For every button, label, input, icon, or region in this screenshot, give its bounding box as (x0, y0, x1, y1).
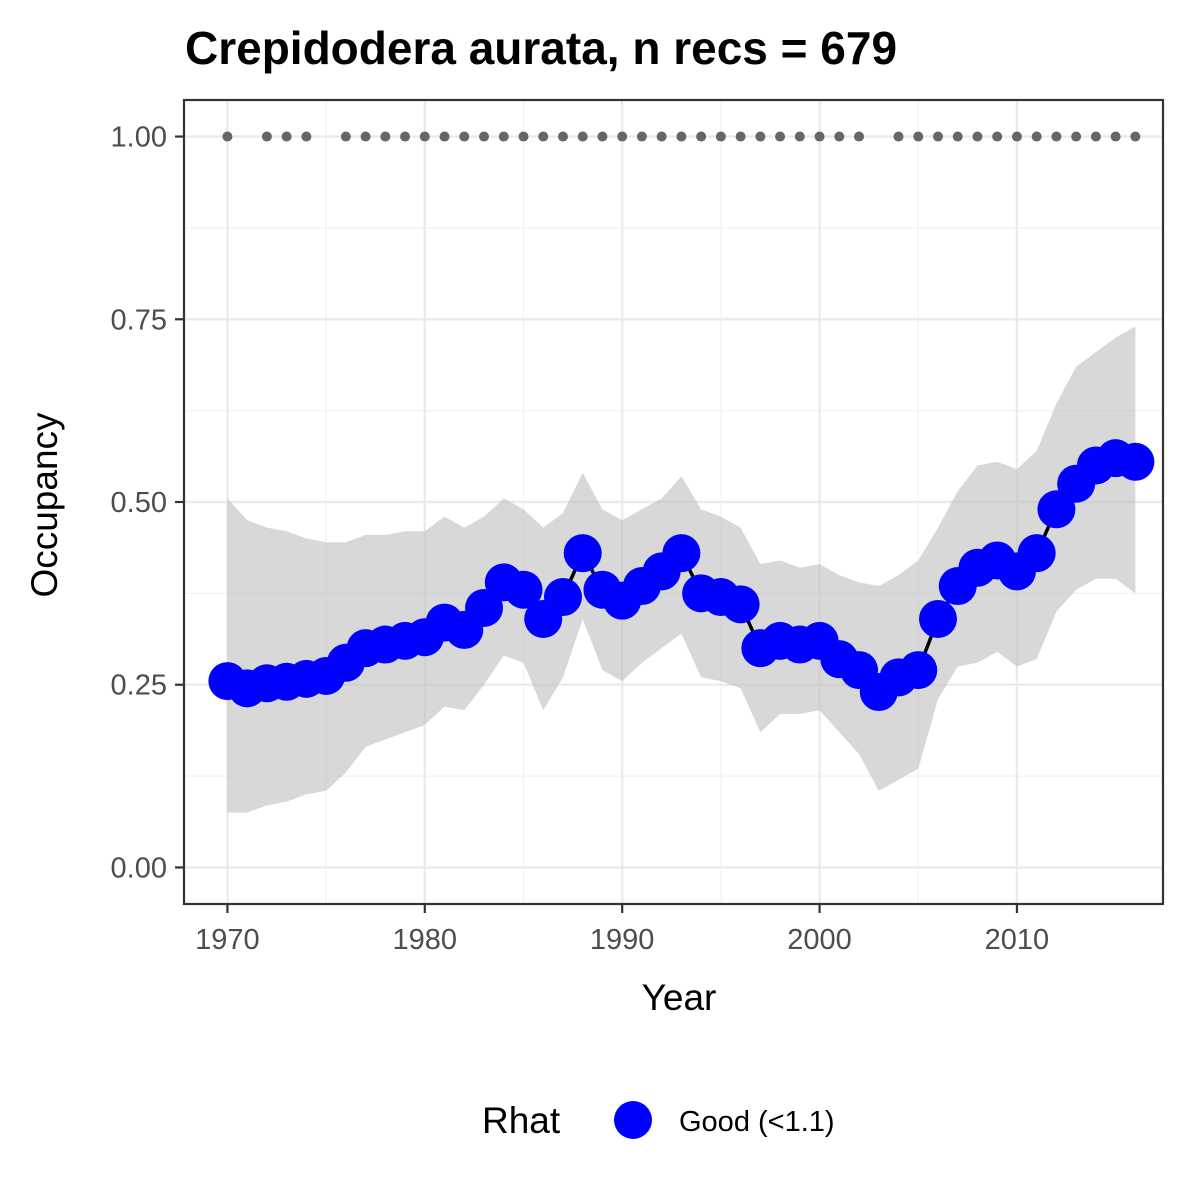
record-dot (814, 131, 825, 142)
occupancy-points-layer (208, 439, 1155, 712)
record-dot (1130, 131, 1141, 142)
record-dot (1031, 131, 1042, 142)
record-dot (636, 131, 647, 142)
record-dot (261, 131, 272, 142)
record-dot (893, 131, 904, 142)
x-axis-title: Year (642, 977, 717, 1018)
occupancy-point (465, 588, 504, 627)
record-dot (972, 131, 983, 142)
x-tick-label: 2000 (787, 924, 852, 956)
occupancy-point (721, 585, 760, 624)
record-dot (755, 131, 766, 142)
y-axis: 0.00 0.25 0.50 0.75 1.00 (111, 122, 184, 884)
y-tick-label: 0.50 (111, 487, 167, 519)
record-dot (617, 131, 628, 142)
record-dot (340, 131, 351, 142)
record-dot (479, 131, 490, 142)
record-dot (577, 131, 588, 142)
record-dot (222, 131, 233, 142)
record-dot (518, 131, 529, 142)
record-dot (735, 131, 746, 142)
occupancy-point (899, 651, 938, 690)
record-dot (281, 131, 292, 142)
record-dot (557, 131, 568, 142)
legend-label-good: Good (<1.1) (679, 1106, 835, 1138)
legend-key-good (614, 1101, 652, 1139)
record-dot (1090, 131, 1101, 142)
x-tick-label: 1990 (590, 924, 655, 956)
y-tick-label: 0.00 (111, 852, 167, 884)
record-dot (715, 131, 726, 142)
x-tick-label: 1980 (393, 924, 458, 956)
record-dot (932, 131, 943, 142)
y-axis-title: Occupancy (24, 412, 65, 598)
record-dot (439, 131, 450, 142)
record-dot (952, 131, 963, 142)
record-dot (1011, 131, 1022, 142)
y-tick-label: 1.00 (111, 122, 167, 154)
record-dot (1051, 131, 1062, 142)
x-axis: 1970 1980 1990 2000 2010 (195, 904, 1049, 956)
occupancy-point (662, 534, 701, 573)
occupancy-point (1116, 442, 1155, 481)
record-dot (854, 131, 865, 142)
occupancy-point (918, 599, 957, 638)
legend: Rhat Good (<1.1) (482, 1100, 835, 1141)
record-dot (301, 131, 312, 142)
record-dot (834, 131, 845, 142)
record-dot (992, 131, 1003, 142)
occupancy-point (1037, 490, 1076, 529)
record-dot (419, 131, 430, 142)
record-dot (459, 131, 470, 142)
y-tick-label: 0.75 (111, 304, 167, 336)
record-dot (498, 131, 509, 142)
record-dot (676, 131, 687, 142)
legend-title: Rhat (482, 1100, 561, 1141)
occupancy-point (1017, 534, 1056, 573)
record-dot (1110, 131, 1121, 142)
record-dot (696, 131, 707, 142)
occupancy-point (563, 534, 602, 573)
record-dot (360, 131, 371, 142)
chart-title: Crepidodera aurata, n recs = 679 (185, 22, 897, 74)
record-dot (1071, 131, 1082, 142)
record-dot (656, 131, 667, 142)
record-dot (380, 131, 391, 142)
record-dot (775, 131, 786, 142)
occupancy-point (543, 578, 582, 617)
occupancy-point (504, 570, 543, 609)
x-tick-label: 1970 (195, 924, 260, 956)
y-tick-label: 0.25 (111, 670, 167, 702)
record-dot (794, 131, 805, 142)
x-tick-label: 2010 (985, 924, 1050, 956)
record-dot (597, 131, 608, 142)
record-dot (538, 131, 549, 142)
record-dots-layer (222, 131, 1141, 142)
record-dot (400, 131, 411, 142)
record-dot (913, 131, 924, 142)
